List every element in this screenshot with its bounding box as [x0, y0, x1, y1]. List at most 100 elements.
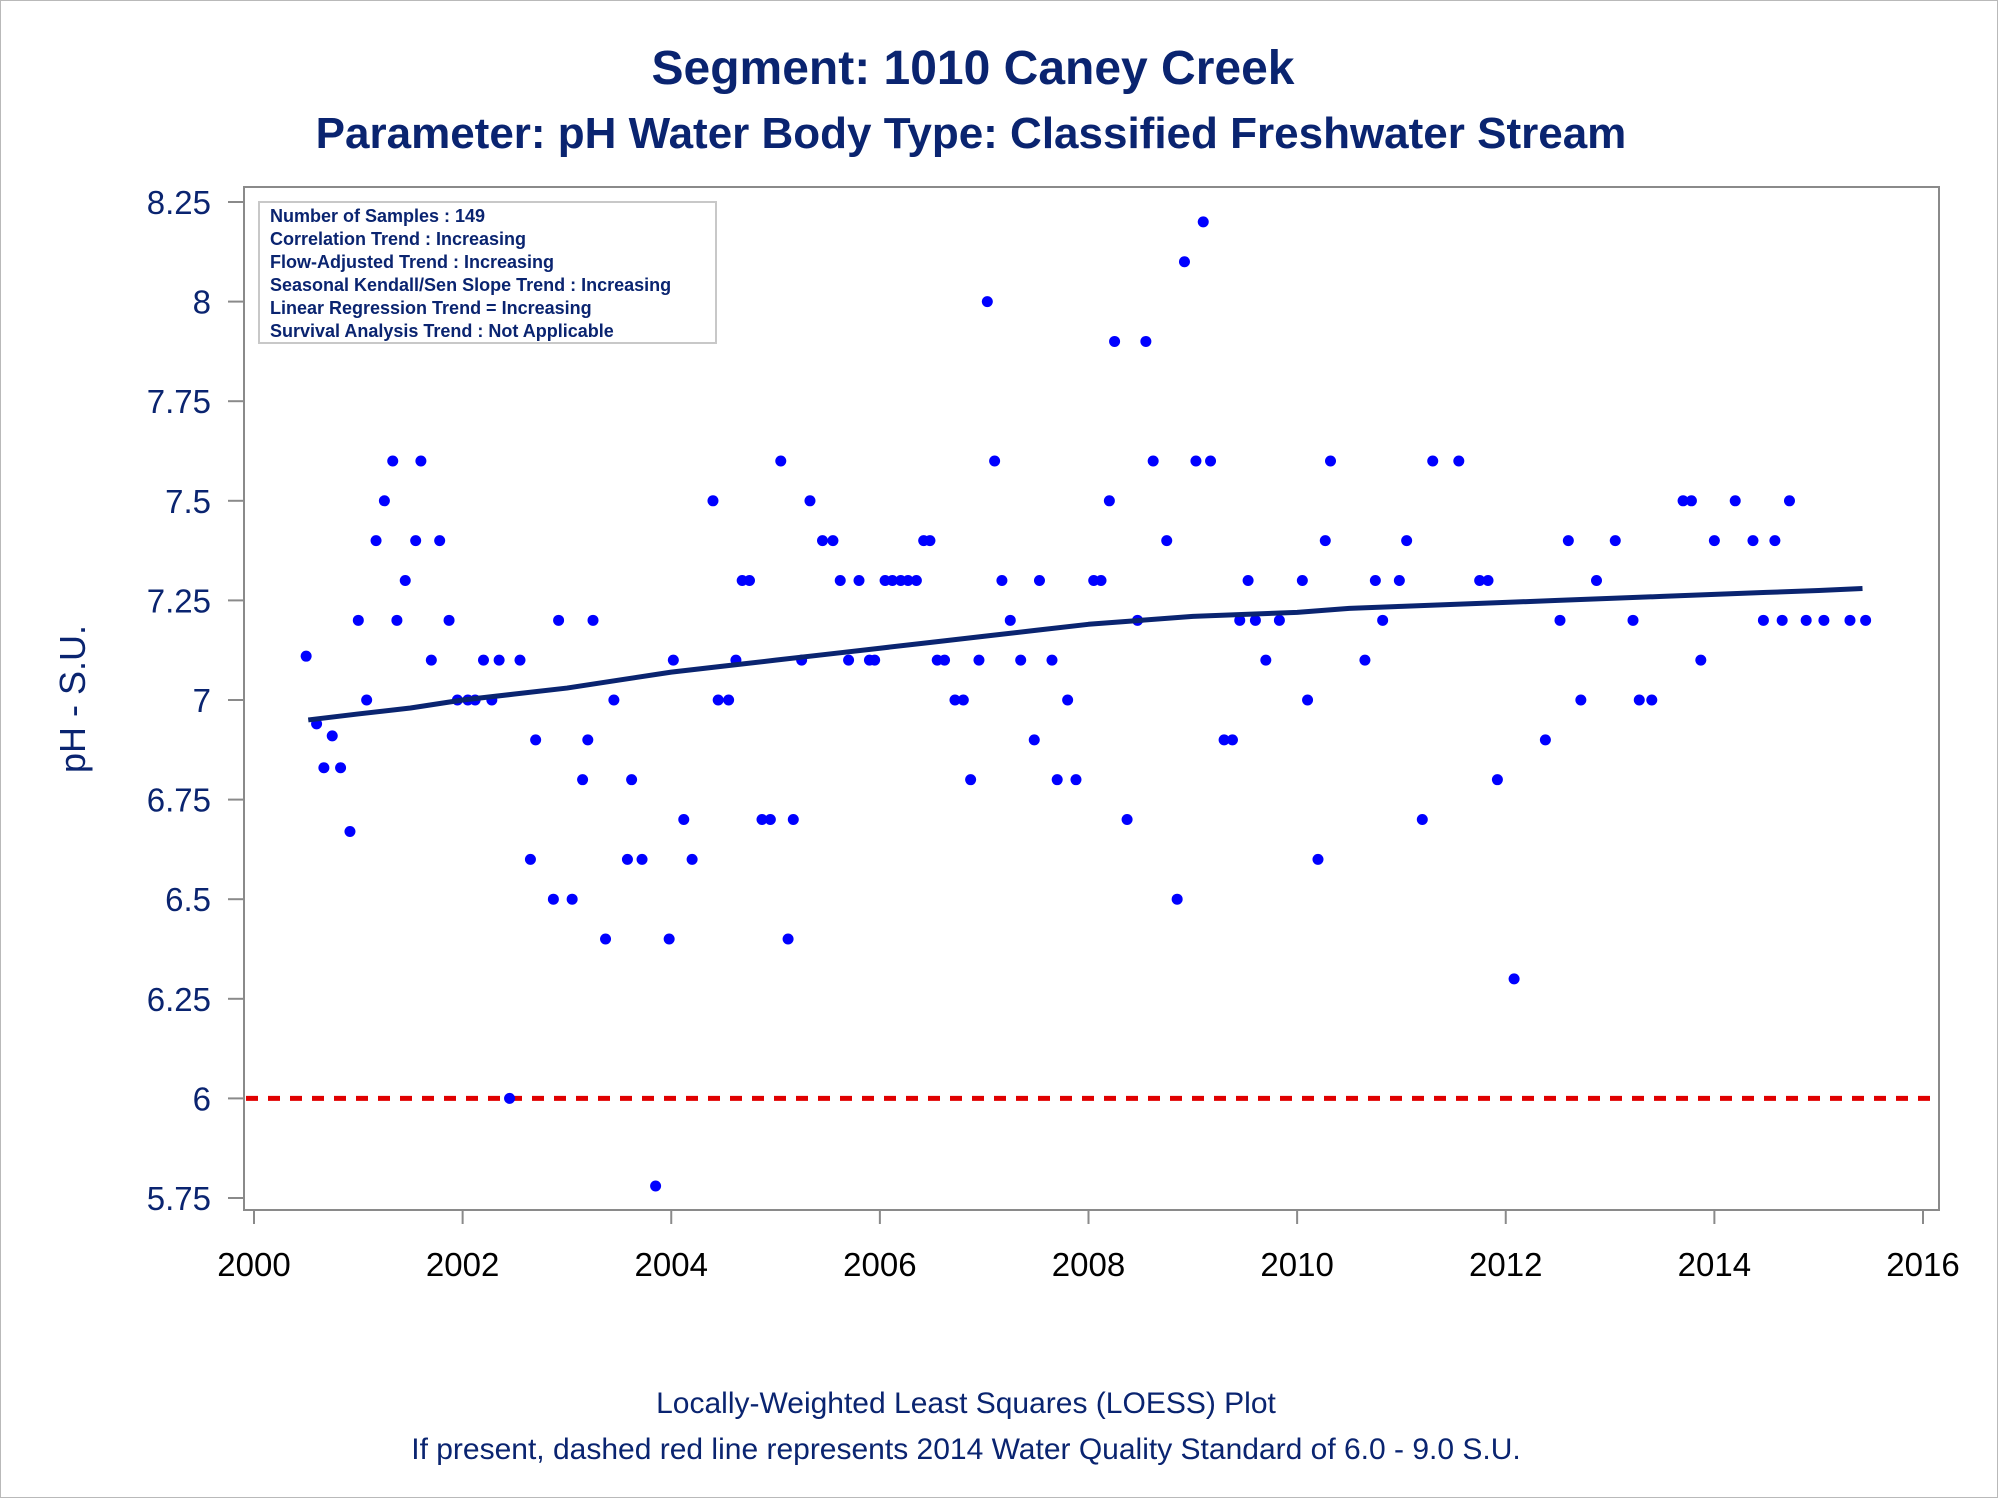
data-point [1482, 574, 1494, 586]
data-point [1695, 654, 1707, 666]
data-point [723, 694, 735, 706]
data-point [678, 814, 690, 826]
data-point [1685, 495, 1697, 507]
data-point [443, 614, 455, 626]
data-point [1033, 574, 1045, 586]
data-point [973, 654, 985, 666]
x-axis: 2000 2002 2004 2006 2008 2010 2012 2014 2016 [217, 1209, 1960, 1283]
data-point [957, 694, 969, 706]
data-point [553, 614, 565, 626]
y-axis-label: pH - S.U. [52, 625, 93, 773]
data-point [547, 893, 559, 905]
data-point [1591, 574, 1603, 586]
data-point [853, 574, 865, 586]
data-point [1296, 574, 1308, 586]
data-point [1062, 694, 1074, 706]
data-point [318, 762, 330, 774]
data-point [1609, 535, 1621, 547]
data-point [1070, 774, 1082, 786]
data-point [1508, 973, 1520, 985]
data-point [1095, 574, 1107, 586]
data-point [1121, 814, 1133, 826]
data-point [787, 814, 799, 826]
data-point [387, 455, 399, 467]
y-tick-label: 6.25 [147, 981, 211, 1018]
data-point [1234, 614, 1246, 626]
data-point [391, 614, 403, 626]
data-point [326, 730, 338, 742]
data-point [1249, 614, 1261, 626]
data-point [587, 614, 599, 626]
data-point [939, 654, 951, 666]
data-point [1369, 574, 1381, 586]
data-point [1427, 455, 1439, 467]
data-point [1260, 654, 1272, 666]
data-point [1103, 495, 1115, 507]
data-point [996, 574, 1008, 586]
data-point [1554, 614, 1566, 626]
data-point [530, 734, 542, 746]
data-point [1377, 614, 1389, 626]
data-point [1776, 614, 1788, 626]
data-point [621, 853, 633, 865]
x-tick-label: 2010 [1260, 1246, 1333, 1283]
data-point [707, 495, 719, 507]
x-tick-label: 2014 [1678, 1246, 1751, 1283]
data-point [1028, 734, 1040, 746]
data-point [1004, 614, 1016, 626]
data-point [600, 933, 612, 945]
data-point [361, 694, 373, 706]
x-tick-label: 2002 [426, 1246, 499, 1283]
x-tick-label: 2016 [1886, 1246, 1959, 1283]
data-point [949, 694, 961, 706]
data-point [608, 694, 620, 706]
data-point [344, 825, 356, 837]
info-line-flow-adjusted: Flow-Adjusted Trend : Increasing [270, 252, 554, 272]
data-point [300, 650, 312, 662]
data-point [415, 455, 427, 467]
data-point [1646, 694, 1658, 706]
data-point [577, 774, 589, 786]
data-point [1197, 216, 1209, 228]
data-point [1325, 455, 1337, 467]
data-point [1453, 455, 1465, 467]
data-point [636, 853, 648, 865]
y-tick-label: 6.75 [147, 782, 211, 819]
data-point [686, 853, 698, 865]
data-point [902, 574, 914, 586]
data-point [743, 574, 755, 586]
data-point [352, 614, 364, 626]
data-point [910, 574, 922, 586]
data-point [775, 455, 787, 467]
x-tick-label: 2004 [635, 1246, 708, 1283]
data-point [1747, 535, 1759, 547]
y-tick-label: 5.75 [147, 1180, 211, 1217]
data-point [1218, 734, 1230, 746]
data-point [1860, 614, 1872, 626]
y-tick-label: 7.25 [147, 582, 211, 619]
y-tick-label: 8 [193, 284, 211, 321]
data-point [827, 535, 839, 547]
chart-title: Segment: 1010 Caney Creek [652, 42, 1295, 95]
data-point [1416, 814, 1428, 826]
data-point [1708, 535, 1720, 547]
data-point [1729, 495, 1741, 507]
data-point [514, 654, 526, 666]
data-point [782, 933, 794, 945]
data-point [1818, 614, 1830, 626]
data-point [1757, 614, 1769, 626]
data-point [1539, 734, 1551, 746]
data-point [524, 853, 536, 865]
info-line-linear-regression: Linear Regression Trend = Increasing [270, 298, 592, 318]
data-point [1015, 654, 1027, 666]
data-point [1242, 574, 1254, 586]
data-point [924, 535, 936, 547]
data-point [869, 654, 881, 666]
data-point [1491, 774, 1503, 786]
data-point [1575, 694, 1587, 706]
y-tick-label: 7 [193, 682, 211, 719]
data-point [1205, 455, 1217, 467]
data-point [434, 535, 446, 547]
data-point [1140, 335, 1152, 347]
